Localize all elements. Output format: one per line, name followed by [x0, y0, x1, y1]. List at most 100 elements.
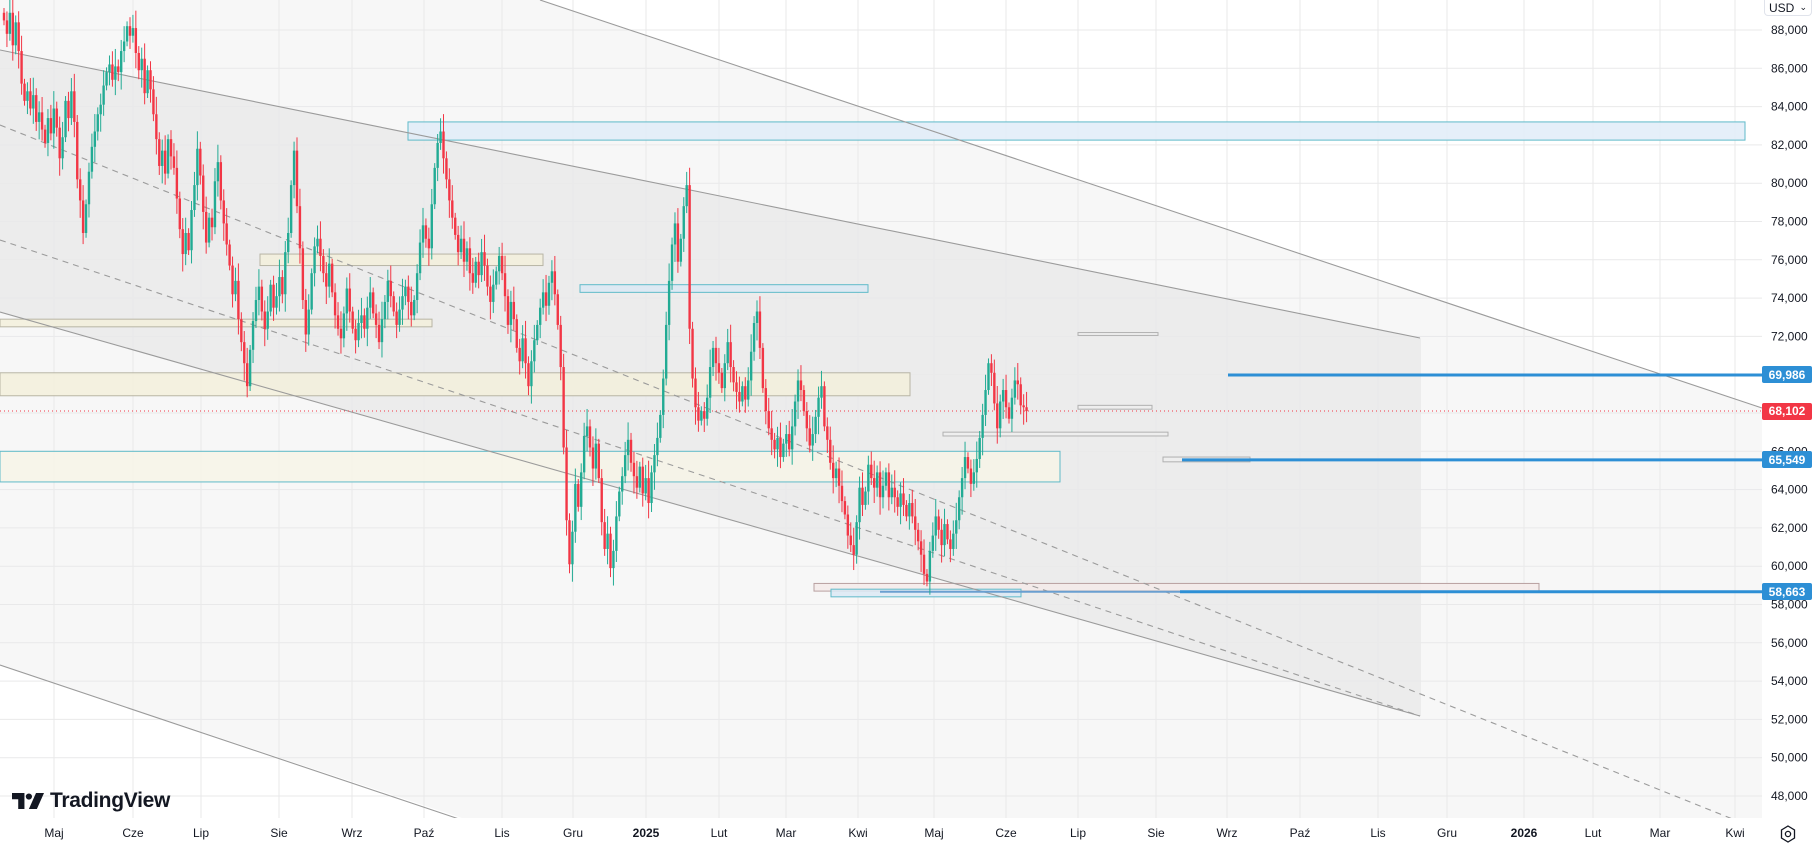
zone-level[interactable]: [1077, 404, 1153, 410]
candle-up: [884, 472, 888, 486]
last-price-badge[interactable]: 68,102: [1762, 402, 1812, 420]
candle-down: [826, 426, 829, 440]
candle-up: [284, 252, 287, 295]
zone-demand[interactable]: [0, 318, 433, 328]
candle-down: [231, 265, 234, 295]
candle-down: [717, 363, 721, 373]
zone-level[interactable]: [579, 284, 869, 293]
candle-down: [222, 200, 225, 224]
time-axis-label: Paź: [414, 826, 435, 840]
candle-down: [503, 273, 507, 297]
candle-down: [969, 468, 973, 484]
candle-down: [20, 51, 23, 84]
candle-down: [245, 363, 249, 387]
candle-down: [134, 28, 138, 53]
candle-up: [708, 367, 712, 398]
candle-up: [307, 309, 310, 335]
candle-up: [404, 286, 407, 297]
candle-up: [366, 307, 369, 329]
channel-lines: [0, 0, 1763, 823]
zone-level[interactable]: [1077, 332, 1159, 336]
currency-selector-button[interactable]: USD ⌄: [1764, 0, 1812, 16]
candle-down: [73, 91, 76, 122]
time-axis-label: Maj: [44, 826, 63, 840]
candle-up: [492, 284, 495, 302]
time-axis-label: Lut: [1585, 826, 1602, 840]
trendline-inner-lower[interactable]: [0, 311, 1421, 717]
candle-down: [333, 292, 337, 316]
candle-down: [462, 238, 466, 262]
candle-up: [386, 280, 390, 302]
candle-down: [799, 380, 803, 391]
candle-up: [140, 58, 143, 71]
candle-up: [890, 487, 893, 498]
candle-up: [749, 351, 753, 381]
candle-down: [448, 179, 451, 201]
candle-up: [1001, 390, 1005, 402]
zone-level[interactable]: [942, 431, 1169, 437]
candle-down: [647, 478, 650, 504]
price-axis-label: 72,000: [1771, 329, 1808, 343]
candle-up: [213, 181, 217, 228]
price-axis-label: 88,000: [1771, 23, 1808, 37]
level-price-badge[interactable]: 69,986: [1762, 366, 1812, 384]
price-axis-label: 54,000: [1771, 674, 1808, 688]
candle-down: [829, 439, 832, 463]
zone-demand[interactable]: [0, 372, 911, 397]
candle-up: [122, 41, 126, 52]
candle-down: [849, 535, 852, 546]
trendline-mid-lower[interactable]: [0, 239, 1421, 717]
candle-up: [131, 28, 135, 36]
tradingview-logo[interactable]: TradingView: [12, 789, 170, 813]
candle-down: [629, 439, 633, 463]
candle-up: [706, 397, 709, 419]
zone-supply[interactable]: [407, 121, 1746, 141]
candle-up: [105, 72, 108, 86]
candle-down: [29, 91, 32, 109]
time-axis[interactable]: [0, 818, 1762, 846]
trendline-outer-lower[interactable]: [0, 664, 463, 821]
candle-up: [987, 363, 990, 391]
candle-up: [161, 150, 164, 166]
candle-down: [377, 324, 381, 343]
price-axis[interactable]: [1762, 0, 1816, 846]
zone-demand[interactable]: [259, 253, 544, 267]
candle-up: [8, 12, 12, 34]
candle-up: [662, 378, 665, 415]
candle-down: [873, 478, 876, 488]
candle-up: [955, 520, 958, 534]
candle-down: [301, 248, 305, 301]
candle-up: [102, 85, 105, 105]
level-price-badge[interactable]: 65,549: [1762, 451, 1812, 469]
trendline-outer-upper[interactable]: [539, 0, 1763, 409]
candle-down: [591, 447, 595, 469]
candle-up: [785, 434, 788, 444]
candle-up: [817, 397, 820, 417]
candle-down: [676, 223, 680, 262]
time-axis-label: Lis: [494, 826, 509, 840]
time-axis-label: Lip: [1070, 826, 1086, 840]
trendline-inner-upper[interactable]: [0, 49, 1421, 339]
candle-down: [78, 179, 82, 201]
zone-demand[interactable]: [0, 450, 1061, 483]
trendline-midline[interactable]: [0, 124, 1741, 823]
candle-down: [937, 516, 940, 530]
candle-down: [506, 296, 510, 325]
candle-up: [184, 232, 187, 255]
candle-down: [852, 545, 855, 555]
candle-down: [1016, 380, 1019, 385]
zone-level[interactable]: [830, 588, 1022, 598]
candle-down: [58, 127, 61, 159]
candle-down: [489, 286, 492, 302]
candle-up: [521, 338, 524, 362]
candle-up: [928, 550, 932, 582]
candle-up: [207, 217, 211, 243]
candle-up: [814, 416, 817, 435]
gear-icon[interactable]: [1778, 824, 1798, 844]
candle-up: [316, 238, 319, 247]
level-price-badge[interactable]: 58,663: [1762, 583, 1812, 601]
candle-down: [456, 234, 460, 253]
candle-up: [52, 108, 56, 134]
